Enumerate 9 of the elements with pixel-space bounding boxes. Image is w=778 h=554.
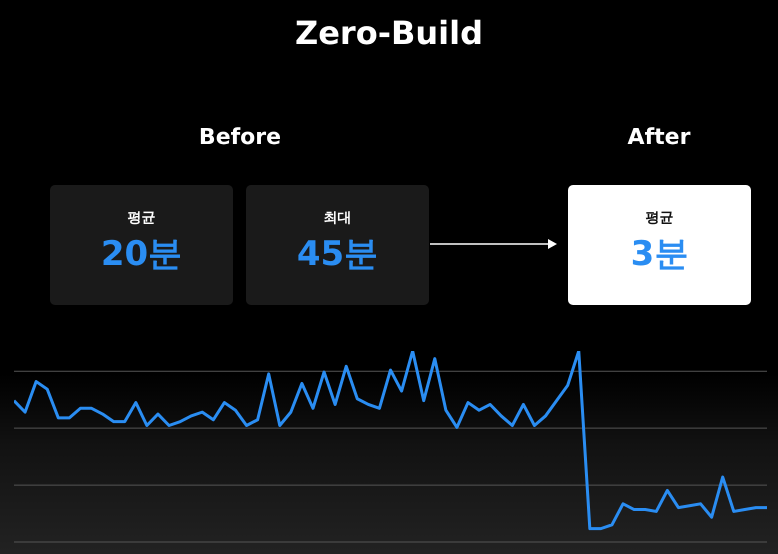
text: After — [626, 125, 692, 150]
text: 평균 — [644, 209, 674, 227]
text: 3분 — [630, 233, 690, 276]
text: Before — [198, 125, 282, 150]
text: Zero-Build — [294, 14, 484, 52]
text: 평균 — [126, 209, 156, 227]
text: 45분 — [296, 233, 380, 276]
text: 최대 — [322, 209, 352, 227]
text: 20분 — [100, 233, 184, 276]
